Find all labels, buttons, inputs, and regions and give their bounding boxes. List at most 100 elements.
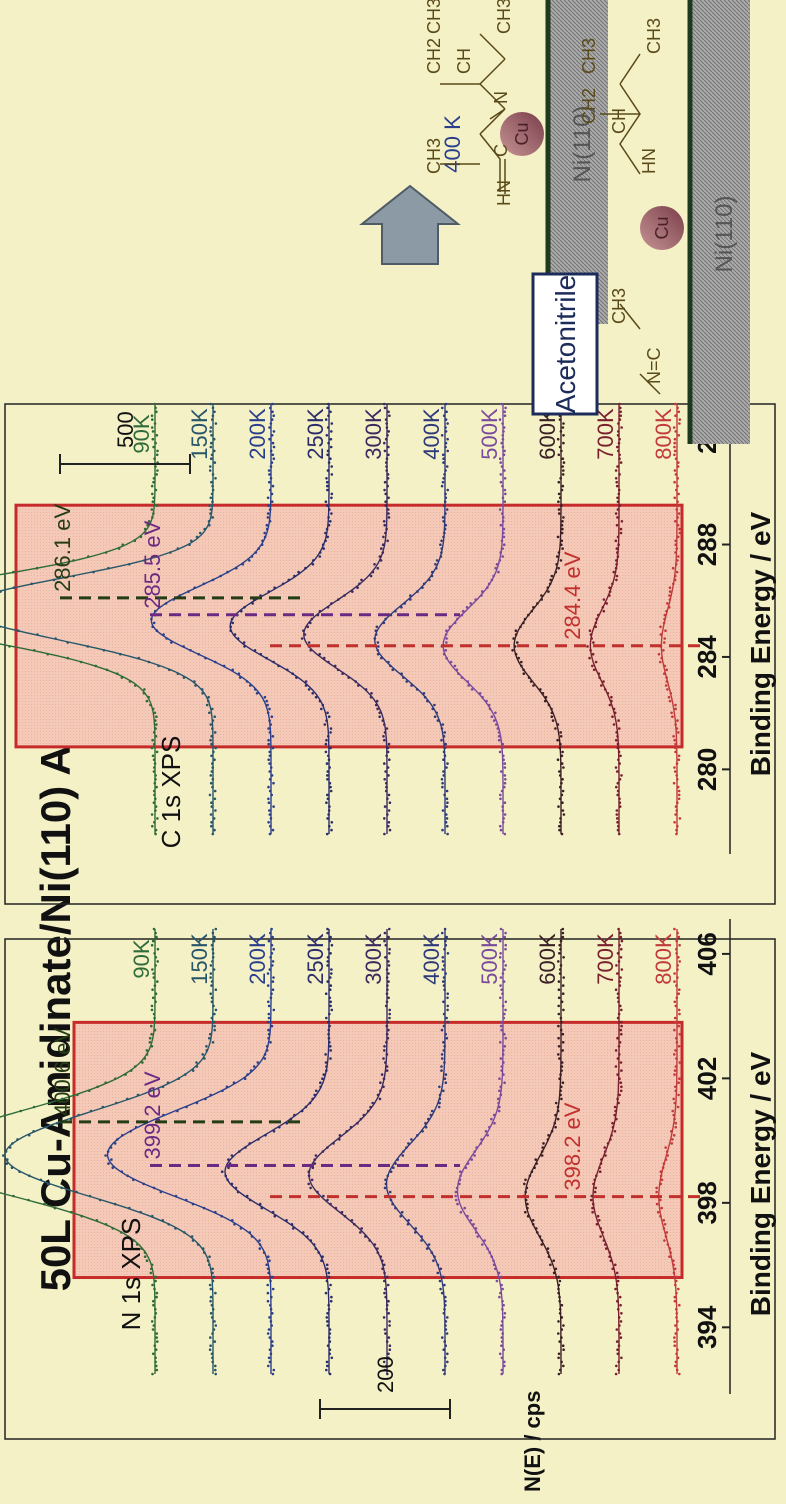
c1s-data-point [286, 668, 289, 672]
c1s-data-point [616, 781, 620, 785]
n1s-data-point [444, 972, 448, 975]
c1s-data-point [270, 492, 274, 496]
c1s-data-point [327, 441, 330, 445]
c1s-data-point [465, 605, 469, 609]
n1s-data-point [174, 1227, 177, 1230]
n1s-data-point [156, 960, 159, 963]
n1s-data-point [664, 1235, 668, 1238]
n1s-data-point [249, 1069, 253, 1072]
c1s-data-point [677, 504, 680, 507]
n1s-data-point [677, 1287, 680, 1291]
c1s-data-point [501, 742, 505, 746]
n1s-data-point [673, 1069, 677, 1072]
c1s-data-point [387, 410, 390, 414]
n1s-data-point [385, 1053, 389, 1056]
c1s-data-point [444, 426, 447, 429]
n1s-data-point [139, 1210, 142, 1214]
n1s-data-point [620, 939, 624, 943]
c1s-data-point [674, 574, 677, 578]
n1s-data-point [167, 1222, 170, 1226]
n1s-data-point [445, 935, 449, 939]
c1s-data-point [487, 703, 491, 707]
c1s-data-point [330, 465, 334, 468]
c1s-data-point [360, 578, 363, 582]
c1s-data-point [156, 469, 159, 472]
n1s-peak-lines [60, 1120, 700, 1199]
c1s-data-point [222, 664, 226, 668]
c1s-data-point [523, 617, 527, 621]
c1s-data-point [376, 566, 380, 570]
n1s-data-point [106, 1150, 110, 1153]
c1s-data-point [674, 402, 677, 406]
n1s-data-point [620, 1008, 623, 1012]
n1s-data-point [560, 1065, 564, 1068]
c1s-data-point [668, 598, 672, 601]
surface-after [690, 0, 750, 444]
c1s-data-point [128, 562, 131, 566]
n1s-trace-points-250k [220, 927, 334, 1376]
n1s-trace-90k [0, 929, 156, 1374]
n1s-data-point [502, 1348, 506, 1351]
c1s-data-point [441, 781, 444, 785]
n1s-data-point [326, 931, 329, 935]
c1s-data-point [453, 621, 457, 625]
n1s-tick-label-406: 406 [692, 932, 722, 975]
n1s-data-point [313, 1162, 317, 1165]
n1s-trace-points-600k [522, 927, 566, 1376]
c1s-data-point [501, 820, 505, 824]
c1s-data-point [370, 691, 373, 695]
n1s-data-point [177, 1077, 180, 1080]
c1s-data-point [386, 539, 389, 543]
n1s-data-point [387, 996, 390, 1000]
n1s-data-point [349, 1125, 353, 1129]
c1s-data-point [474, 598, 478, 601]
n1s-data-point [677, 992, 681, 995]
n1s-data-point [270, 992, 273, 995]
n1s-data-point [329, 1004, 332, 1008]
n1s-data-point [661, 1166, 665, 1169]
n1s-data-point [220, 1214, 223, 1218]
n1s-data-point [559, 947, 562, 951]
c1s-data-point [153, 402, 157, 406]
c1s-data-point [383, 731, 387, 734]
n1s-data-point [675, 1279, 678, 1283]
c1s-data-point [311, 562, 315, 566]
c1s-data-point [498, 750, 502, 754]
n1s-data-point [439, 1287, 442, 1291]
c1s-data-point [558, 828, 561, 832]
n1s-data-point [663, 1222, 667, 1226]
n1s-data-point [558, 1340, 562, 1343]
c1s-data-point [209, 738, 212, 742]
n1s-data-point [152, 1303, 155, 1307]
n1s-data-point [383, 1328, 387, 1331]
n1s-data-point [616, 1097, 619, 1101]
n1s-data-point [443, 1283, 446, 1287]
n1s-data-point [459, 1174, 462, 1178]
n1s-data-point [366, 1109, 370, 1113]
c1s-data-point [612, 707, 616, 711]
c1s-data-point [210, 492, 214, 496]
n1s-data-point [436, 1263, 440, 1267]
n1s-data-point [75, 1190, 78, 1194]
n1s-data-point [673, 1267, 677, 1271]
n1s-data-point [443, 988, 446, 991]
c1s-data-point [208, 793, 212, 797]
c1s-data-point [502, 543, 506, 546]
n1s-data-point [371, 1101, 375, 1105]
n1s-data-point [676, 964, 680, 967]
c1s-data-point [251, 602, 254, 605]
c1s-data-point [92, 570, 95, 574]
c1s-data-point [601, 605, 605, 609]
c1s-data-point [329, 727, 333, 730]
c1s-data-point [588, 629, 592, 632]
n1s-data-point [209, 1299, 212, 1303]
n1s-data-point [500, 988, 504, 991]
n1s-data-point [459, 1170, 462, 1173]
n1s-data-point [479, 1142, 483, 1145]
n1s-data-point [145, 1053, 149, 1056]
c1s-data-point [318, 699, 322, 703]
c1s-data-point [383, 832, 386, 836]
c1s-data-point [297, 570, 300, 574]
c1s-data-point [676, 777, 679, 781]
n1s-data-point [674, 1125, 678, 1129]
